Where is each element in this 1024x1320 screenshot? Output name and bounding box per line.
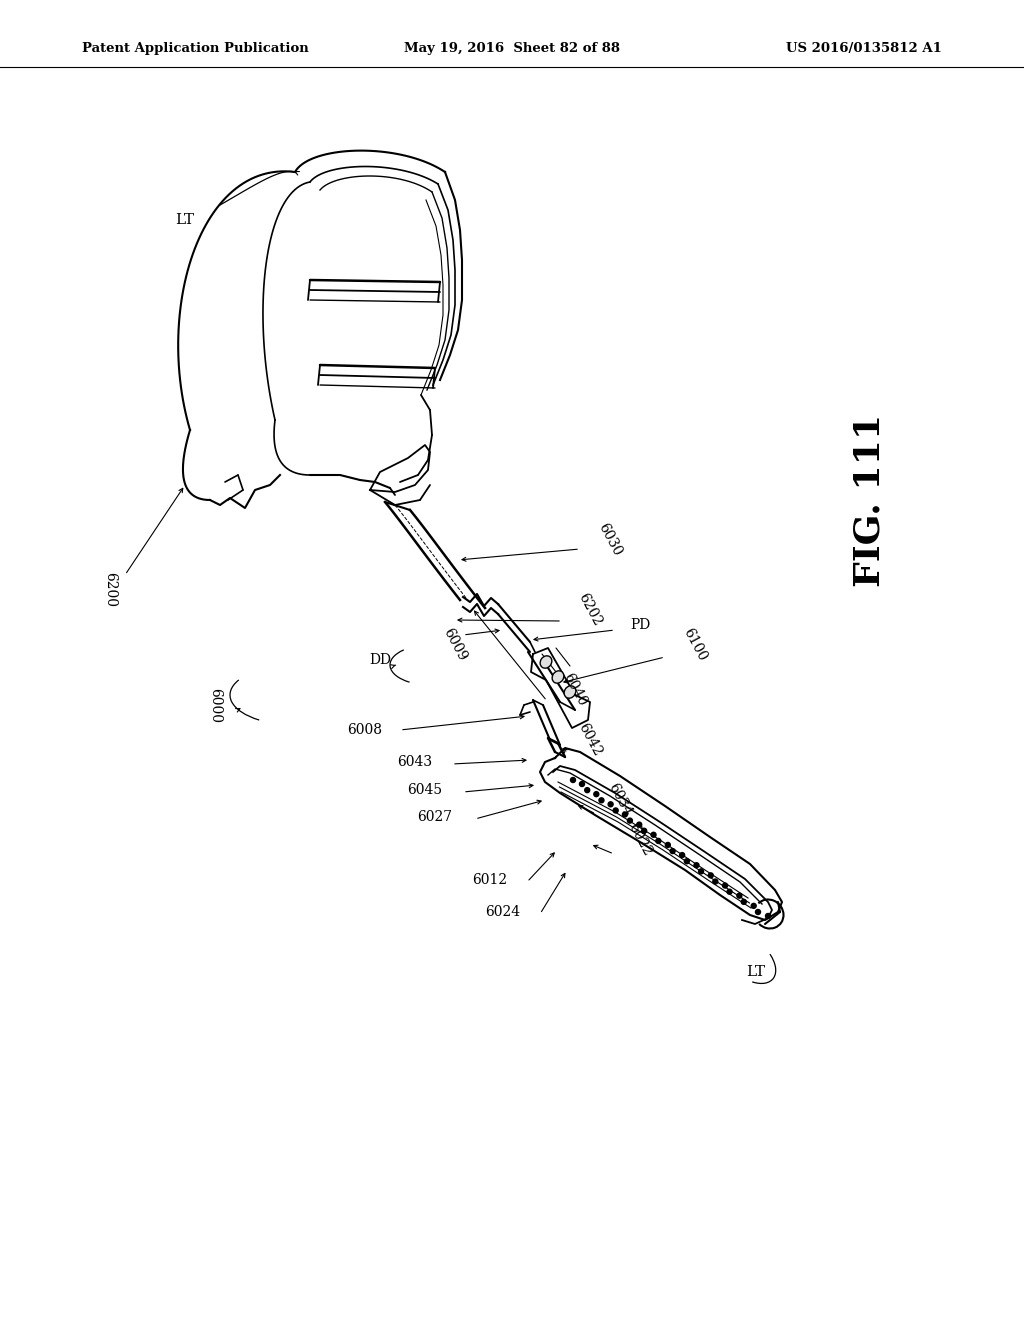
Text: 6042: 6042 (575, 721, 604, 759)
Ellipse shape (656, 838, 660, 843)
Text: Patent Application Publication: Patent Application Publication (82, 41, 308, 54)
Ellipse shape (564, 686, 575, 698)
Text: 6009: 6009 (440, 626, 469, 664)
Ellipse shape (727, 890, 732, 894)
Ellipse shape (666, 842, 671, 847)
Ellipse shape (684, 859, 689, 863)
Ellipse shape (570, 777, 575, 783)
Ellipse shape (613, 808, 618, 813)
Text: LT: LT (746, 965, 766, 979)
Text: 6202: 6202 (575, 591, 604, 628)
Ellipse shape (540, 656, 552, 668)
Text: 6008: 6008 (347, 723, 383, 737)
Ellipse shape (552, 671, 564, 684)
Ellipse shape (741, 899, 746, 904)
Text: 6024: 6024 (485, 906, 520, 919)
Ellipse shape (585, 788, 590, 792)
Ellipse shape (752, 903, 756, 908)
Text: 6030: 6030 (596, 521, 625, 558)
Ellipse shape (599, 797, 604, 803)
Ellipse shape (698, 869, 703, 874)
Text: 6100: 6100 (681, 626, 710, 664)
Text: LT: LT (175, 213, 195, 227)
Ellipse shape (594, 792, 599, 797)
Text: 6043: 6043 (397, 755, 432, 770)
Text: US 2016/0135812 A1: US 2016/0135812 A1 (786, 41, 942, 54)
Ellipse shape (628, 818, 633, 824)
Text: PD: PD (630, 618, 650, 632)
Ellipse shape (766, 913, 770, 919)
Text: DD: DD (369, 653, 391, 667)
Ellipse shape (737, 894, 741, 898)
Ellipse shape (723, 883, 728, 888)
Ellipse shape (608, 801, 613, 807)
Text: 6040: 6040 (560, 671, 590, 709)
Ellipse shape (637, 822, 642, 828)
Ellipse shape (580, 781, 585, 787)
Text: 6034: 6034 (605, 781, 635, 818)
Text: 6045: 6045 (408, 783, 442, 797)
Ellipse shape (756, 909, 761, 915)
Ellipse shape (642, 828, 646, 833)
Text: FIG. 111: FIG. 111 (853, 413, 887, 586)
Text: 6022: 6022 (626, 821, 654, 859)
Text: 6000: 6000 (208, 688, 222, 722)
Text: 6027: 6027 (418, 810, 453, 824)
Text: May 19, 2016  Sheet 82 of 88: May 19, 2016 Sheet 82 of 88 (404, 41, 620, 54)
Ellipse shape (713, 879, 718, 884)
Ellipse shape (651, 833, 656, 837)
Text: 6200: 6200 (103, 573, 117, 607)
Ellipse shape (623, 812, 628, 817)
Ellipse shape (670, 849, 675, 854)
Text: 6012: 6012 (472, 873, 508, 887)
Ellipse shape (680, 853, 685, 858)
Ellipse shape (709, 873, 714, 878)
Ellipse shape (694, 863, 699, 867)
